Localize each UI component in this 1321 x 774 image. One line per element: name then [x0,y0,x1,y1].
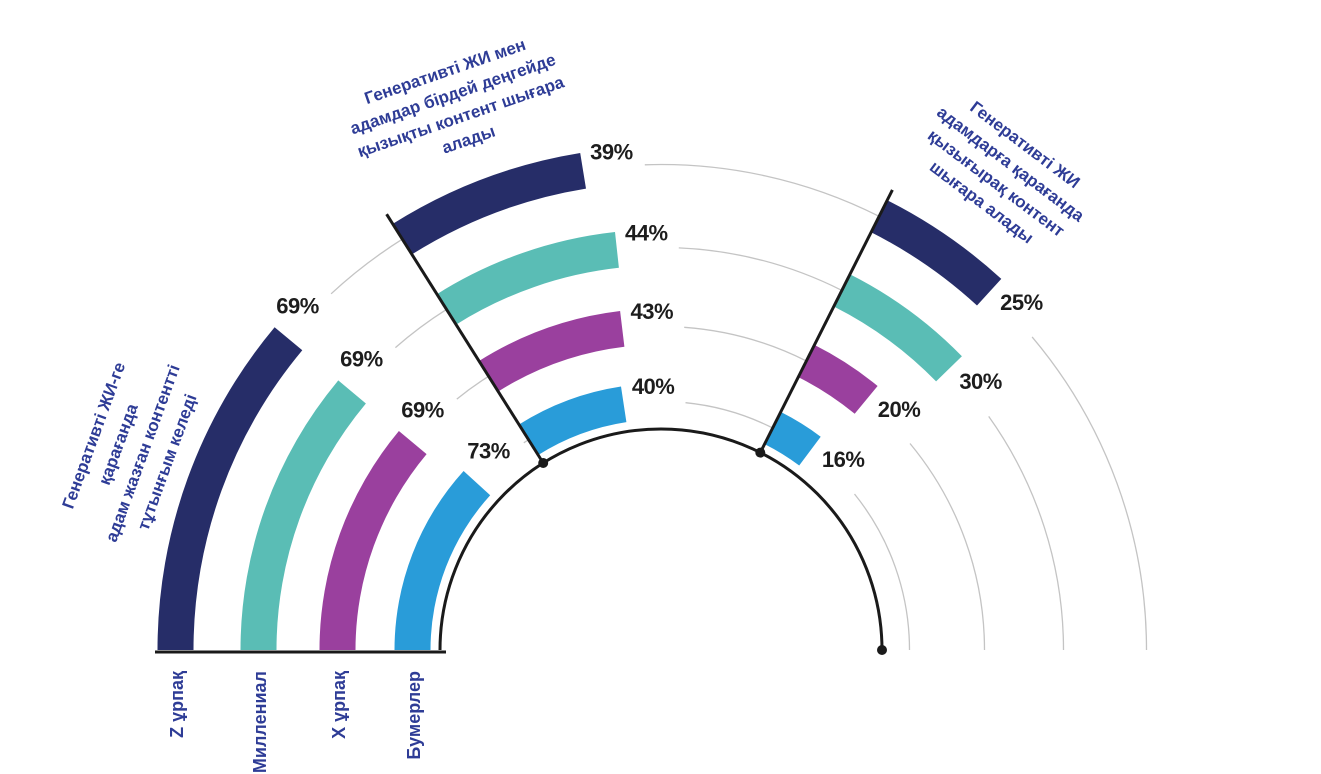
divider-dot [538,458,549,468]
track-arc [456,375,489,400]
bar-arc-seg0-cat1 [240,380,366,650]
bar-arc-seg2-cat0 [871,200,1002,306]
track-arc [853,493,911,651]
value-label: 20% [878,397,921,422]
track-arc [678,247,843,291]
bar-arc-seg0-cat0 [157,327,303,650]
category-label-boomer: Бумерлер [404,671,424,760]
track-arc [685,402,773,429]
bar-arc-seg1-cat2 [479,311,625,392]
bar-arc-seg2-cat3 [764,411,821,466]
value-label: 69% [276,294,319,319]
bar-arc-seg2-cat1 [833,274,962,382]
value-label: 25% [1000,290,1043,315]
value-label: 44% [625,220,668,245]
inner-circle-outline [438,427,884,651]
bar-arc-seg0-cat3 [394,471,491,650]
track-arc [988,416,1065,651]
value-label: 16% [822,447,865,472]
category-label-gen-z: Z ұрпақ [167,671,187,738]
track-arc [909,443,986,651]
category-label-millennial: Миллениал [250,671,270,774]
value-label: 69% [401,397,444,422]
track-arc [330,238,403,295]
track-arc [1031,336,1148,651]
value-label: 73% [467,438,510,463]
track-arc [684,326,807,362]
divider-dot [755,447,766,458]
bar-arc-seg1-cat0 [392,153,586,255]
category-label-gen-x: X ұрпақ [329,671,349,739]
value-label: 30% [959,369,1002,394]
divider-dot [877,645,887,655]
bar-arc-seg1-cat1 [436,232,619,325]
value-label: 40% [632,374,675,399]
value-label: 39% [590,140,633,165]
value-label: 43% [631,299,674,324]
bar-arc-seg1-cat3 [519,386,627,455]
segment-divider [758,189,894,454]
bar-arc-seg2-cat2 [798,344,878,414]
segment-divider [385,213,545,464]
value-label: 69% [340,347,383,372]
track-arc [394,308,447,349]
track-arc [644,163,880,217]
bar-arc-seg0-cat2 [319,431,427,650]
